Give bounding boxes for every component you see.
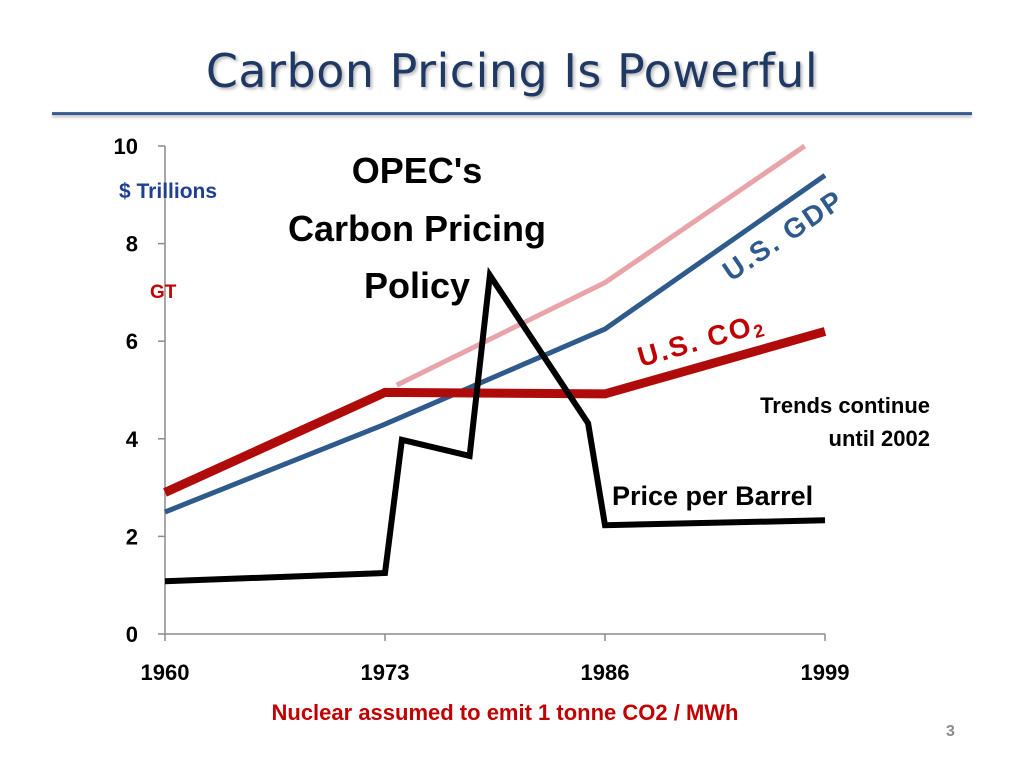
opec-annotation-line2: Carbon Pricing [288,208,546,249]
chart-axes [158,145,826,641]
gdp-trend-line [395,143,807,388]
co2-label-main: U.S. CO [634,310,756,372]
title-divider [52,112,972,115]
y-tick-label: 4 [126,427,139,452]
trillions-unit-label: $ Trillions [119,180,217,203]
slide-title: Carbon Pricing Is Powerful [205,44,819,98]
chart-footnote: Nuclear assumed to emit 1 tonne CO2 / MW… [272,700,739,725]
y-tick-label: 8 [126,232,138,257]
x-tick-label: 1973 [361,660,410,685]
y-tick-label: 2 [126,524,138,549]
x-tick-label: 1999 [801,660,850,685]
trends-annotation-line1: Trends continue [760,393,930,418]
x-tick-label: 1986 [581,660,630,685]
y-tick-label: 0 [126,622,138,647]
co2-line [163,327,827,497]
price-per-barrel-line [164,266,826,585]
price-series-label: Price per Barrel [612,481,813,511]
gdp-line [164,173,827,515]
opec-annotation-line3: Policy [364,265,470,306]
x-tick-label: 1960 [141,660,190,685]
slide-number: 3 [946,723,955,740]
opec-annotation-line1: OPEC's [352,150,483,191]
gt-unit-label: GT [150,282,177,303]
y-tick-label: 10 [114,134,138,159]
y-tick-label: 6 [126,329,138,354]
co2-label-subscript: 2 [751,320,768,343]
trends-annotation-line2: until 2002 [829,426,930,451]
